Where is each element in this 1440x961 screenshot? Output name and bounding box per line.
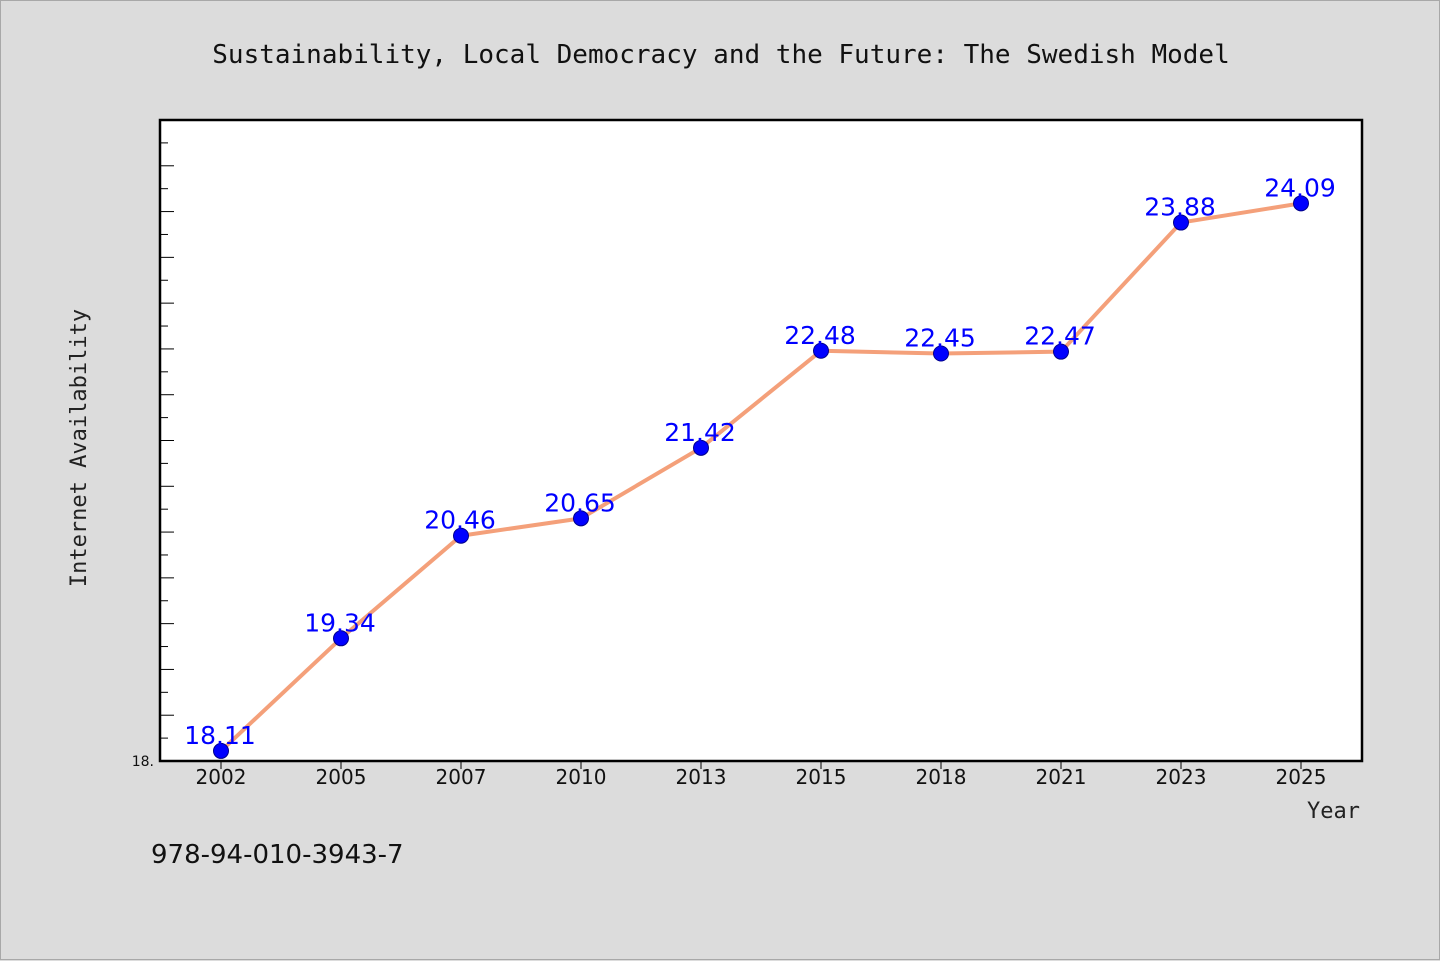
x-tick-label: 2005	[316, 765, 367, 789]
isbn-label: 978-94-010-3943-7	[151, 840, 404, 870]
x-tick-label: 2010	[556, 765, 607, 789]
x-axis-title: Year	[1307, 799, 1360, 824]
x-tick-label: 2018	[916, 765, 967, 789]
series-layer: 18.11 19.34 20.46 20.65 21.42 22.48 22.45 22.47…	[184, 173, 1336, 759]
data-point	[1293, 195, 1309, 212]
series-line	[219, 201, 1303, 753]
data-point	[213, 742, 229, 759]
y-axis-min-label: 18.	[132, 754, 154, 770]
x-tick-label: 2025	[1276, 765, 1327, 789]
data-label: 22.47	[1024, 322, 1096, 351]
data-label: 22.48	[784, 321, 856, 350]
x-tick-label: 2002	[196, 765, 247, 789]
data-point	[1053, 343, 1069, 360]
data-point	[813, 342, 829, 359]
data-label: 19.34	[304, 608, 376, 637]
chart-title: Sustainability, Local Democracy and the …	[212, 40, 1229, 70]
x-tick-label: 2021	[1036, 765, 1087, 789]
x-tick-label: 2007	[436, 765, 487, 789]
data-label: 20.46	[424, 506, 496, 535]
x-axis-ticks: 2002 2005 2007 2010 2013 2015 2018 2021 2023 2025	[196, 761, 1327, 789]
data-point	[333, 630, 349, 647]
data-label: 21.42	[664, 418, 736, 447]
data-point	[573, 510, 589, 527]
data-point	[933, 345, 949, 362]
data-point	[1173, 214, 1189, 231]
data-label: 20.65	[544, 488, 616, 517]
data-label: 24.09	[1264, 173, 1336, 202]
data-label: 18.11	[184, 721, 256, 750]
data-label: 22.45	[904, 324, 976, 353]
y-axis-ticks	[160, 142, 174, 739]
data-point	[693, 439, 709, 456]
x-tick-label: 2015	[796, 765, 847, 789]
x-tick-label: 2013	[676, 765, 727, 789]
plot-area	[158, 118, 1364, 763]
y-axis-title: Internet Availability	[67, 309, 92, 587]
x-tick-label: 2023	[1156, 765, 1207, 789]
data-point	[453, 527, 469, 544]
data-label: 23.88	[1144, 193, 1216, 222]
